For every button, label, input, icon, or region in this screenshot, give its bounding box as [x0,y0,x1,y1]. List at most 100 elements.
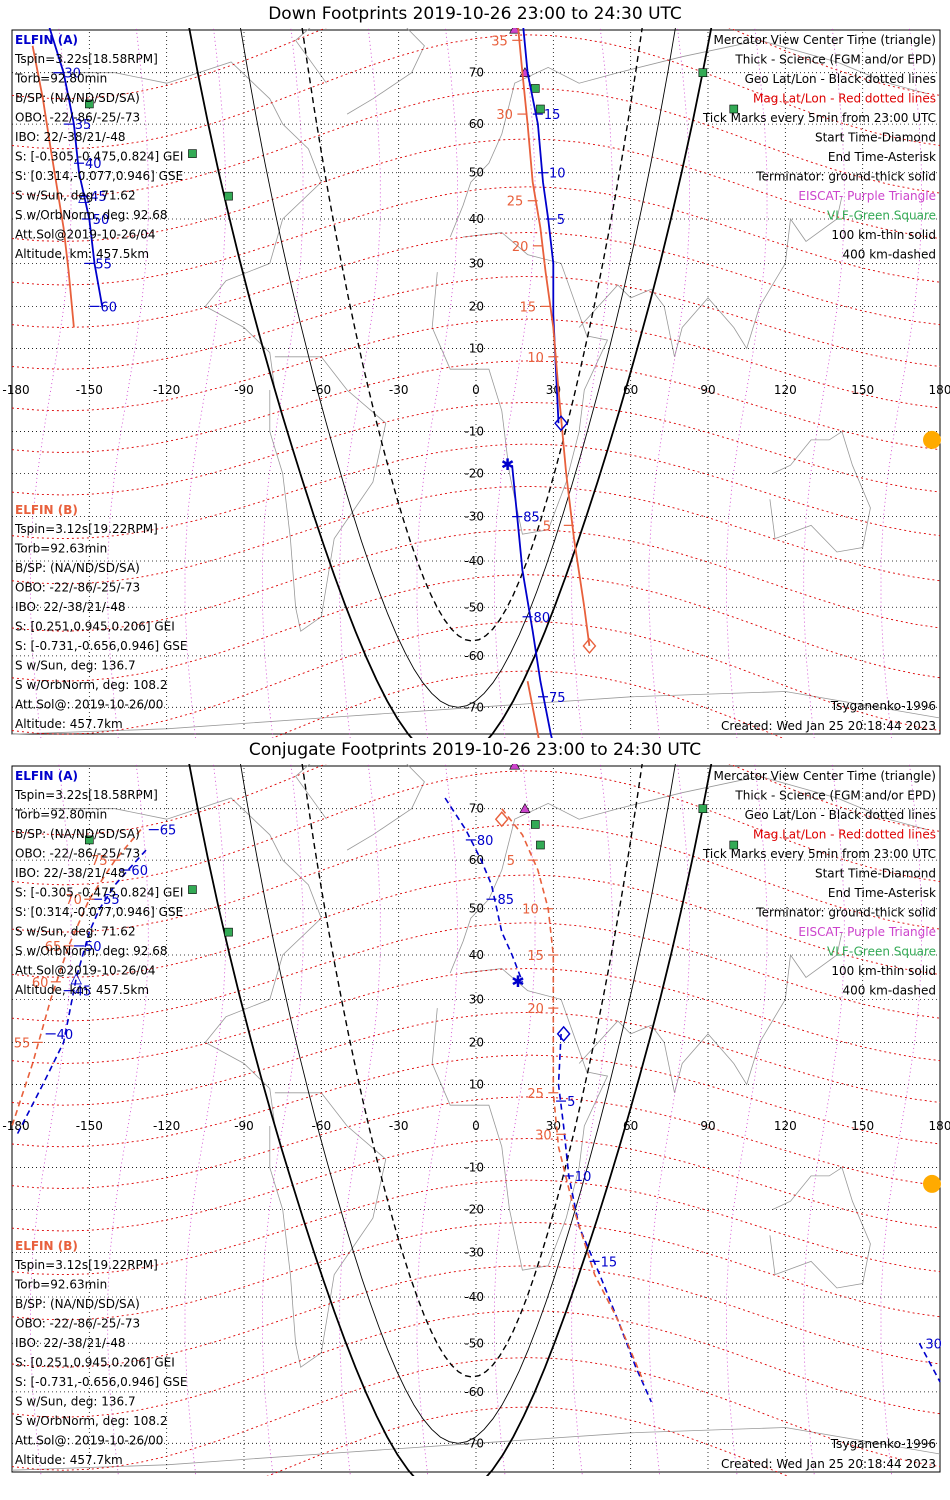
lon-tick-label: -30 [389,1119,409,1133]
legend-item: Tick Marks every 5min from 23:00 UTC [702,111,936,125]
elfin-b-start-diamond [494,811,509,828]
legend-item: Thick - Science (FGM and/or EPD) [734,53,936,67]
elfin-b-east-tick-label: 25 [507,195,524,210]
legend-item: VLF-Green Square [827,945,936,959]
elfin-b-info: ELFIN (B) Tspin=3.12s[19.22RPM] Torb=92.63… [14,1239,188,1467]
geo-grid [11,768,941,1470]
legend-item: 100 km-thin solid [831,228,936,242]
lon-tick-label: 90 [700,383,715,397]
elfin-b-info-line: Altitude: 457.7km [15,1453,123,1467]
elfin-b-info-line: OBO: -22/-86/-25/-73 [15,581,140,595]
vlf-square [530,84,540,93]
lat-tick-label: 40 [469,948,484,962]
mag-latitude [11,574,941,682]
mag-meridian [726,764,768,1476]
down-panel-title: Down Footprints 2019-10-26 23:00 to 24:3… [268,4,682,24]
lon-tick-label: 180 [929,383,950,397]
lat-tick-label: 20 [469,299,484,313]
elfin-b-info-line: B/SP: (NA/ND/SD/SA) [15,1297,140,1311]
mag-latitude [271,670,784,738]
elfin-a-info-line: S: [-0.305,-0.475,0.824] GEI [15,150,183,164]
lat-tick-label: -70 [464,1436,484,1450]
mag-grid [11,28,941,738]
legend-item: Start Time-Diamond [815,867,936,881]
elfin-a-info: ELFIN (A) Tspin=3.22s[18.58RPM] Torb=92.80… [14,769,183,997]
elfin-b-east-tick-label: 20 [527,1002,544,1017]
eiscat-triangle [509,28,521,34]
elfin-b-west-tick-label: 65 [45,940,62,955]
elfin-a-south-tick-label: 85 [523,511,540,526]
lon-tick-label: 0 [472,1119,480,1133]
elfin-a-center-triangle: △ [78,187,90,205]
elfin-a-west-tick-label: 45 [75,985,92,1000]
elfin-b-east-tick-label: 35 [491,34,508,49]
vlf-square [536,840,545,850]
elfin-a-info-line: Att.Sol@2019-10-26/04 [15,228,156,242]
elfin-a-west-tick-label: 65 [160,824,177,839]
mag-meridian [107,764,149,1476]
mag-latitude [11,764,941,836]
elfin-a-info-line: B/SP: (NA/ND/SD/SA) [15,827,140,841]
mag-meridian [339,28,381,738]
legend-item: Start Time-Diamond [815,131,936,145]
lat-tick-label: -60 [464,1385,484,1399]
eiscat-triangle [509,764,521,770]
lat-tick-label: 50 [469,166,484,180]
elfin-a-info-line: S w/OrbNorm, deg: 92.68 [15,208,167,222]
coastline [50,797,322,1127]
mag-meridian [184,28,226,738]
mag-latitude [11,1011,941,1106]
elfin-b-info-line: IBO: 22/-38/21/-48 [15,600,126,614]
lat-tick-label: -70 [464,700,484,714]
elfin-a-info-line: S w/Sun, deg: 71.62 [15,189,136,203]
mag-meridian [107,28,149,738]
mag-latitude [11,1096,941,1189]
elfin-a-label: ELFIN (A) [15,769,78,783]
mag-latitude [11,824,941,933]
lon-tick-label: -180 [2,1119,29,1133]
coastline [431,968,609,1271]
lat-tick-label: 60 [469,853,484,867]
elfin-b-west-tick-label: 75 [91,854,108,869]
vlf-square [85,99,94,109]
elfin-a-north-tick-label: 80 [477,834,494,849]
legend-item: Mag Lat/Lon - Red dotted lines [753,828,936,842]
conjugate-footprints-map: -180 -150 -120 -90 -60 -30 0 30 60 90 120 150 180 70 6… [2,764,950,1476]
mag-longitude [30,764,922,1476]
mag-latitude [11,1357,941,1471]
mag-latitude [11,275,941,370]
coastline [295,28,425,115]
elfin-b-info-line: S w/OrbNorm, deg: 108.2 [15,678,167,692]
lon-tick-label: -90 [234,1119,254,1133]
mag-latitude [11,1138,941,1232]
legend-item: 400 km-dashed [842,984,936,998]
lon-tick-label: -120 [153,1119,180,1133]
elfin-a-west-tick-label: 40 [85,157,102,172]
coastline [578,196,843,357]
mag-latitude [11,485,941,585]
coastline [769,1166,871,1289]
elfin-b-info-line: B/SP: (NA/ND/SD/SA) [15,561,140,575]
map-area: -180 -150 -120 -90 -60 -30 0 30 60 90 120 150 180 70 6… [2,764,950,1476]
legend: Mercator View Center Time (triangle) Thic… [702,33,936,262]
lat-tick-label: 30 [469,256,484,270]
terminator-100km [240,764,676,1444]
elfin-b-info-line: Att.Sol@: 2019-10-26/00 [15,698,163,712]
elfin-a-info-line: S: [0.314,-0.077,0.946] GSE [15,905,183,919]
model-label: Tsyganenko-1996 [830,699,936,713]
legend-item: End Time-Asterisk [828,886,936,900]
elfin-a-info-line: Torb=92.80min [14,808,107,822]
elfin-a-info-line: B/SP: (NA/ND/SD/SA) [15,91,140,105]
elfin-b-track-west [31,45,75,328]
legend-item: Terminator: ground-thick solid [755,170,936,184]
vlf-square [698,804,708,814]
legend-item: Geo Lat/Lon - Black dotted lines [745,808,936,822]
lon-tick-label: -150 [76,1119,103,1133]
lat-tick-label: -30 [464,1246,484,1260]
eiscat-triangle [519,803,531,814]
legend-item: EISCAT- Purple Triangle [798,925,936,939]
elfin-b-east-tick-label: 5 [507,854,515,869]
elfin-a-info-line: Tspin=3.22s[18.58RPM] [14,788,158,802]
elfin-b-info-line: S w/Sun, deg: 136.7 [15,1395,136,1409]
mag-latitude [11,360,941,453]
